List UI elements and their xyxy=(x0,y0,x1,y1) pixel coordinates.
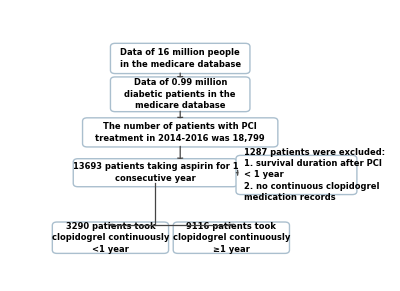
FancyBboxPatch shape xyxy=(110,43,250,74)
Text: 1287 patients were excluded:
1. survival duration after PCI
< 1 year
2. no conti: 1287 patients were excluded: 1. survival… xyxy=(244,148,386,202)
FancyBboxPatch shape xyxy=(52,222,168,253)
Text: The number of patients with PCI
treatment in 2014-2016 was 18,799: The number of patients with PCI treatmen… xyxy=(95,122,265,143)
Text: Data of 0.99 million
diabetic patients in the
medicare database: Data of 0.99 million diabetic patients i… xyxy=(124,78,236,110)
Text: 3290 patients took
clopidogrel continuously
<1 year: 3290 patients took clopidogrel continuou… xyxy=(52,222,169,254)
FancyBboxPatch shape xyxy=(82,118,278,147)
Text: Data of 16 million people
in the medicare database: Data of 16 million people in the medicar… xyxy=(120,48,241,69)
FancyBboxPatch shape xyxy=(236,155,357,195)
Text: 13693 patients taking aspirin for 1
consecutive year: 13693 patients taking aspirin for 1 cons… xyxy=(72,162,238,183)
FancyBboxPatch shape xyxy=(173,222,290,253)
FancyBboxPatch shape xyxy=(110,77,250,112)
Text: 9116 patients took
clopidogrel continuously
≥1 year: 9116 patients took clopidogrel continuou… xyxy=(173,222,290,254)
FancyBboxPatch shape xyxy=(73,159,238,187)
